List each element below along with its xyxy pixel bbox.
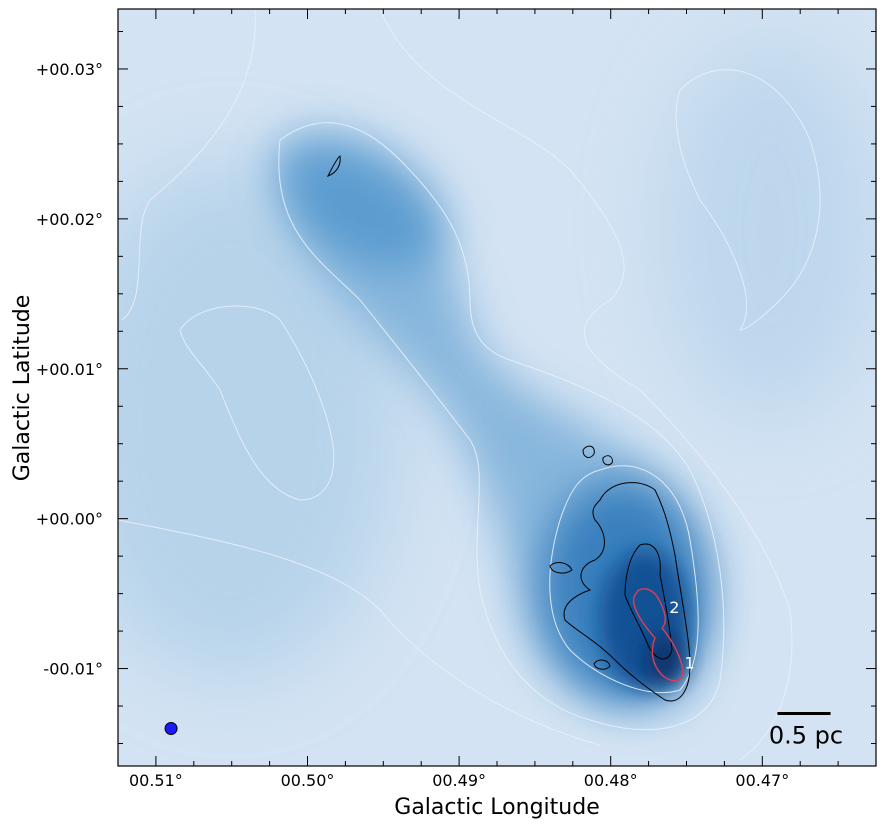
black-contour-blob-north-2 [602, 455, 613, 466]
white-contour-outer [118, 9, 793, 761]
diffuse-emission-west [118, 160, 400, 680]
emission-map [118, 40, 876, 709]
source-label-2: 2 [669, 598, 679, 617]
black-contour-blob-south [593, 659, 611, 670]
y-tick-label: +00.03° [36, 60, 103, 79]
diffuse-emission-east [660, 40, 876, 420]
white-contour-east [675, 69, 821, 331]
x-tick-label: 00.49° [432, 771, 486, 790]
red-contour [632, 588, 684, 682]
white-contours [118, 9, 821, 761]
y-tick-label: +00.02° [36, 210, 103, 229]
white-contour-inner [549, 465, 699, 694]
black-contour-blob-filament [326, 155, 341, 177]
black-contour-main [563, 482, 691, 702]
red-contours [632, 588, 684, 682]
scalebar: 0.5 pc [769, 712, 843, 750]
black-contours [326, 155, 691, 702]
y-tick-label: -00.01° [43, 660, 103, 679]
y-tick-label: +00.01° [36, 360, 103, 379]
source-labels: 12 [669, 598, 694, 672]
black-contour-blob-west [549, 562, 573, 574]
y-axis-title: Galactic Latitude [10, 295, 35, 482]
black-contour-blob-north [582, 445, 595, 458]
source-label-1: 1 [684, 654, 694, 673]
x-tick-label: 00.47° [735, 771, 789, 790]
y-axis-ticks: +00.03° +00.02° +00.01° +00.00° -00.01° [36, 30, 876, 745]
x-tick-label: 00.48° [584, 771, 638, 790]
x-tick-label: 00.50° [281, 771, 335, 790]
white-contour-filament [278, 122, 725, 731]
x-tick-label: 00.51° [129, 771, 183, 790]
beam-marker [164, 722, 178, 736]
filament-north-clump [273, 132, 447, 268]
x-axis-title: Galactic Longitude [394, 795, 599, 820]
plot-area: 12 0.5 pc [118, 9, 876, 766]
white-contour-hole [179, 305, 335, 501]
scalebar-label: 0.5 pc [769, 722, 843, 750]
x-axis-ticks: 00.51° 00.50° 00.49° 00.48° 00.47° [117, 9, 877, 790]
black-contour-inner [624, 543, 673, 660]
y-tick-label: +00.00° [36, 510, 103, 529]
